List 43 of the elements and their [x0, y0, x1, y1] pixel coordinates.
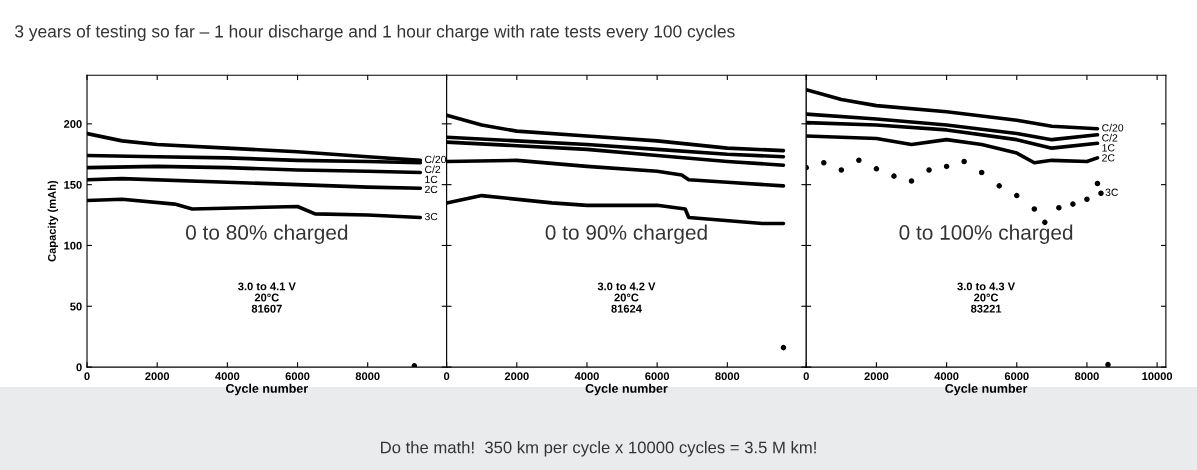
y-tick-label: 100 — [64, 241, 82, 250]
x-tick-label: 2000 — [864, 372, 889, 381]
x-tick-label: 2000 — [145, 372, 170, 381]
x-tick-label: 8000 — [355, 372, 380, 381]
x-tick-label: 8000 — [1074, 372, 1099, 381]
annotation: 0 to 90% charged — [545, 224, 707, 244]
x-tick-label: 0 — [84, 372, 90, 381]
series-label: C/2 — [1102, 133, 1118, 142]
annotation: 0 to 100% charged — [899, 224, 1073, 244]
x-tick-label: 6000 — [1004, 372, 1029, 381]
x-axis-title: Cycle number — [226, 383, 308, 396]
series-label: 3C — [1105, 188, 1119, 196]
y-tick-label: 200 — [64, 120, 82, 128]
x-tick-label: 4000 — [215, 372, 240, 381]
x-tick-label: 6000 — [645, 372, 670, 381]
chart-title: 3 years of testing so far – 1 hour discharge and 1 hour charge with rate tests every 100 cycles — [15, 24, 735, 41]
x-tick-label: 4000 — [574, 372, 599, 381]
legend-label: 1C — [425, 175, 438, 184]
x-tick-label: 6000 — [285, 372, 310, 381]
x-axis-title: Cycle number — [945, 383, 1028, 396]
y-tick-label: 0 — [76, 363, 82, 372]
x-axis-title: Cycle number — [585, 383, 668, 396]
series-label: 3C — [424, 212, 438, 221]
x-tick-label: 8000 — [715, 372, 740, 381]
annotation: 0 to 80% charged — [186, 224, 348, 244]
series-label: 2C — [1102, 154, 1115, 162]
y-tick-label: 50 — [70, 302, 82, 311]
y-axis-title: Capacity (mAh) — [47, 180, 59, 262]
y-tick-label: 150 — [64, 180, 82, 189]
series-label: 1C — [1102, 144, 1115, 152]
series-label: C/20 — [1102, 123, 1124, 132]
x-tick-label: 0 — [443, 372, 450, 381]
x-tick-label: 4000 — [934, 372, 959, 381]
annotation: 3.0 to 4.2 V 20°C 81624 — [597, 282, 656, 313]
x-tick-label: 2000 — [504, 372, 529, 381]
series-label: C/20 — [425, 155, 447, 164]
x-tick-label: 10000 — [1142, 372, 1173, 381]
annotation: 3.0 to 4.1 V 20°C 81607 — [238, 282, 296, 313]
text: Do the math! 350 km per cycle x 10000 cycles = 3.5 M km! — [381, 441, 816, 457]
annotation: 3.0 to 4.3 V 20°C 83221 — [957, 282, 1016, 313]
series-label: 2C — [425, 185, 438, 194]
series-label: C/2 — [425, 165, 441, 174]
x-tick-label: 0 — [803, 372, 809, 381]
